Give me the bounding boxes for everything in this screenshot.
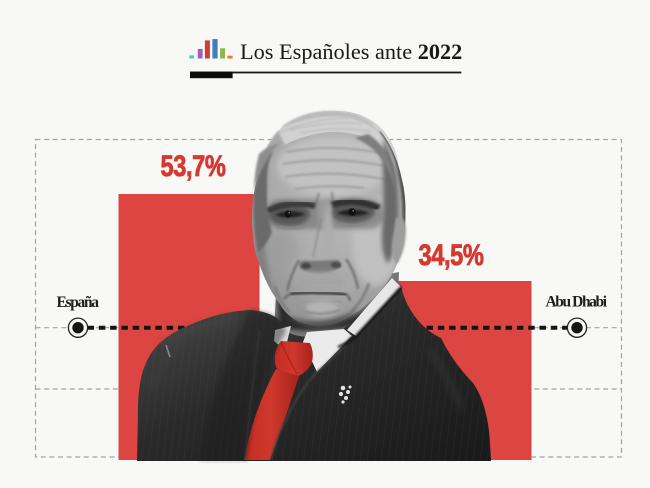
svg-text:Abu Dhabi: Abu Dhabi — [546, 294, 608, 311]
svg-text:España: España — [57, 294, 100, 311]
svg-text:34,5%: 34,5% — [419, 238, 485, 271]
svg-text:Los Españoles ante 2022: Los Españoles ante 2022 — [240, 39, 462, 64]
svg-text:53,7%: 53,7% — [161, 149, 227, 182]
